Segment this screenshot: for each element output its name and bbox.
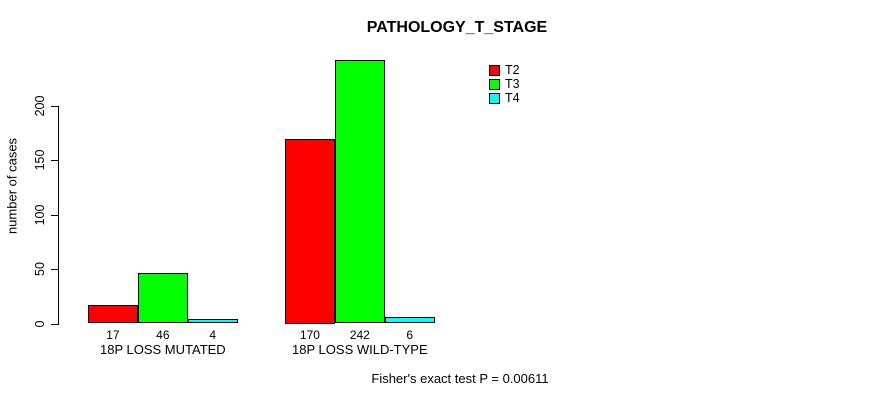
bar-value-label: 4 <box>209 328 217 342</box>
chart-title: PATHOLOGY_T_STAGE <box>366 19 548 36</box>
y-axis-tick-label: 100 <box>33 204 47 226</box>
legend-label: T2 <box>505 63 520 77</box>
annotation-text: Fisher's exact test P = 0.00611 <box>371 371 549 386</box>
bar-value-label: 242 <box>349 328 370 342</box>
bar-t2-1 <box>88 305 138 324</box>
bar-t4-1 <box>187 319 238 324</box>
category-label: 18P LOSS WILD-TYPE <box>292 342 428 357</box>
y-axis-tick <box>51 269 58 271</box>
bar-value-label: 46 <box>156 328 170 342</box>
bar-value-label: 170 <box>299 328 320 342</box>
y-axis-label: number of cases <box>4 137 20 235</box>
y-axis-tick-label: 200 <box>33 95 47 117</box>
legend-row: T4 <box>489 91 520 105</box>
y-axis-tick-label: 0 <box>33 320 47 327</box>
y-axis-tick-label: 50 <box>33 262 47 277</box>
category-label: 18P LOSS MUTATED <box>99 342 226 357</box>
legend-swatch-t3 <box>489 78 500 90</box>
legend-label: T4 <box>505 91 520 105</box>
legend-row: T3 <box>489 77 520 91</box>
y-axis-tick <box>51 323 58 325</box>
legend: T2 T3 T4 <box>489 63 520 105</box>
bar-t3-2 <box>334 60 385 324</box>
bar-value-label: 6 <box>406 328 414 342</box>
y-axis-tick-label: 150 <box>33 149 47 171</box>
y-axis-tick <box>51 214 58 216</box>
legend-row: T2 <box>489 63 520 77</box>
legend-swatch-t2 <box>489 64 500 76</box>
y-axis-line <box>58 106 59 325</box>
bar-t3-1 <box>137 273 188 324</box>
y-axis-tick <box>51 160 58 162</box>
legend-label: T3 <box>505 77 520 91</box>
legend-swatch-t4 <box>489 92 500 104</box>
y-axis-tick <box>51 106 58 107</box>
bar-t2-2 <box>285 138 335 324</box>
bar-value-label: 17 <box>106 328 120 342</box>
bar-t4-2 <box>384 316 435 324</box>
